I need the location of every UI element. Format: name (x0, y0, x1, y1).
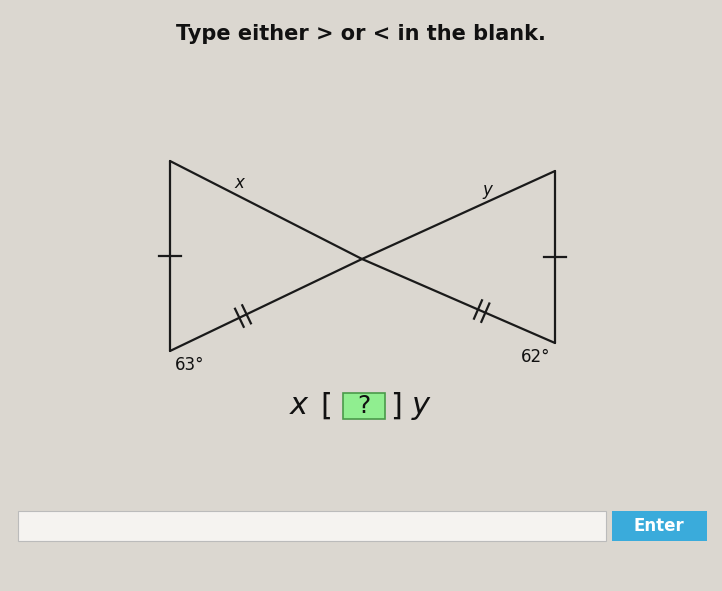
Text: ]: ] (390, 391, 402, 421)
Bar (18, 511, 606, 541)
Text: y: y (412, 391, 430, 421)
Text: Enter: Enter (634, 517, 684, 535)
Text: x: x (290, 391, 308, 421)
Text: x: x (235, 174, 244, 192)
Bar (343, 393, 385, 419)
Text: 63°: 63° (175, 356, 204, 374)
Bar (612, 511, 707, 541)
Text: Type either > or < in the blank.: Type either > or < in the blank. (176, 24, 546, 44)
Text: 62°: 62° (521, 348, 550, 366)
Text: y: y (482, 181, 492, 199)
Text: ?: ? (357, 394, 370, 418)
Text: [: [ (320, 391, 332, 421)
